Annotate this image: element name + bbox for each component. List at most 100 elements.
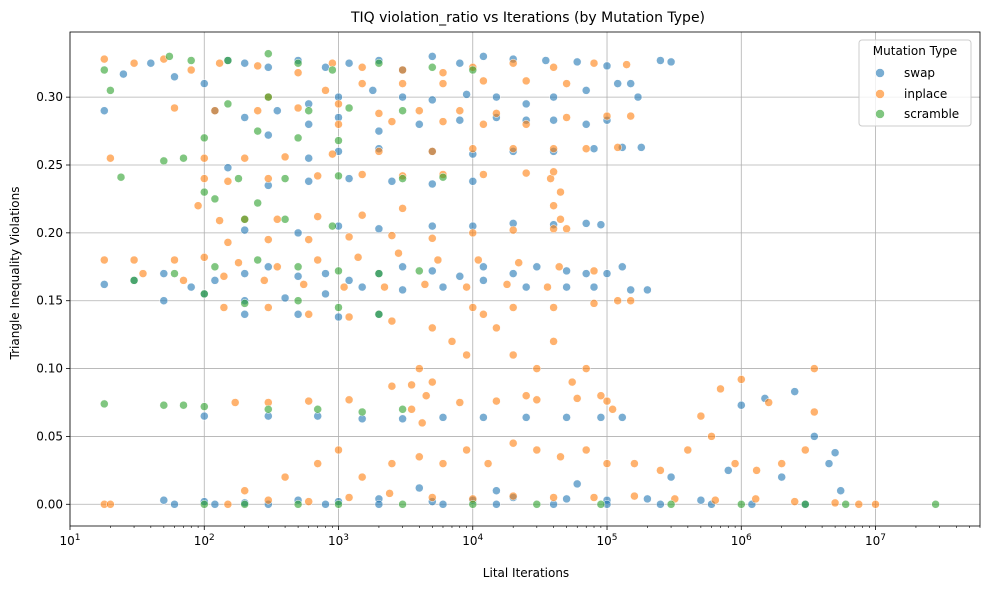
swap-point xyxy=(479,413,488,422)
inplace-point xyxy=(810,407,819,417)
inplace-point xyxy=(387,117,397,126)
inplace-point xyxy=(492,109,501,118)
swap-point xyxy=(398,414,407,424)
swap-point xyxy=(428,95,437,105)
legend-title: Mutation Type xyxy=(873,44,957,58)
inplace-point xyxy=(428,323,437,333)
inplace-point xyxy=(581,445,591,455)
scramble-point xyxy=(334,303,343,312)
inplace-point xyxy=(273,215,282,224)
inplace-point xyxy=(630,459,639,468)
inplace-point xyxy=(622,60,631,69)
inplace-point xyxy=(138,269,148,278)
scramble-point xyxy=(293,262,303,272)
scramble-point xyxy=(398,500,407,509)
scramble-point xyxy=(200,187,209,197)
inplace-point xyxy=(830,498,840,508)
inplace-point xyxy=(280,152,290,162)
inplace-point xyxy=(854,500,864,509)
scramble-point xyxy=(264,405,273,414)
swap-point xyxy=(438,282,448,292)
inplace-point xyxy=(421,391,431,400)
swap-point xyxy=(549,115,558,125)
inplace-point xyxy=(532,395,542,405)
scramble-point xyxy=(200,500,209,509)
swap-point xyxy=(374,500,384,509)
swap-point xyxy=(643,494,652,504)
inplace-point xyxy=(304,310,313,319)
scramble-point xyxy=(240,299,249,308)
inplace-point xyxy=(200,153,209,163)
swap-point xyxy=(170,500,179,509)
inplace-point xyxy=(106,500,115,509)
inplace-point xyxy=(264,495,273,505)
inplace-point xyxy=(556,215,565,224)
swap-point xyxy=(581,120,591,129)
inplace-point xyxy=(223,500,233,509)
scramble-point xyxy=(165,52,174,61)
inplace-point xyxy=(417,418,427,428)
inplace-point xyxy=(293,103,303,113)
swap-point xyxy=(304,177,313,186)
swap-point xyxy=(836,486,845,495)
swap-point xyxy=(200,411,209,421)
x-tick-label: 104 xyxy=(462,533,483,548)
inplace-point xyxy=(462,282,471,292)
legend: Mutation Type swap inplace scramble xyxy=(858,39,972,127)
swap-point xyxy=(186,282,196,292)
x-tick-exponent: 6 xyxy=(746,533,752,543)
inplace-point xyxy=(380,282,389,292)
inplace-point xyxy=(219,272,229,281)
inplace-point xyxy=(428,234,437,243)
swap-point xyxy=(428,221,437,231)
x-axis: 101 102 103 104 105 106 107 xyxy=(59,526,981,548)
inplace-point xyxy=(398,204,407,213)
scramble-point xyxy=(428,63,437,72)
scramble-point xyxy=(532,500,542,509)
inplace-point xyxy=(398,79,407,88)
inplace-point xyxy=(683,445,693,455)
inplace-point xyxy=(428,493,437,502)
inplace-point xyxy=(549,337,558,346)
inplace-point xyxy=(407,380,416,390)
inplace-point xyxy=(514,258,523,267)
scramble-point xyxy=(328,65,337,75)
swap-point xyxy=(304,153,313,163)
inplace-point xyxy=(339,282,349,292)
swap-point xyxy=(438,500,448,509)
inplace-point xyxy=(589,493,599,502)
scramble-point xyxy=(210,262,220,272)
swap-point xyxy=(492,486,501,495)
y-axis-label: Triangle Inequality Violations xyxy=(8,187,22,361)
inplace-point xyxy=(532,445,542,455)
swap-point xyxy=(321,289,330,299)
swap-point xyxy=(737,400,746,410)
swap-point xyxy=(666,57,676,67)
inplace-point xyxy=(334,120,343,129)
inplace-point xyxy=(280,472,290,482)
swap-point xyxy=(521,413,531,422)
x-tick-label: 106 xyxy=(731,533,752,548)
legend-marker-inplace xyxy=(875,89,885,99)
inplace-point xyxy=(264,303,273,312)
inplace-point xyxy=(626,111,635,121)
scramble-point xyxy=(159,156,169,166)
scramble-point xyxy=(304,106,313,115)
plot-frame xyxy=(69,31,981,527)
swap-point xyxy=(321,500,330,509)
scramble-point xyxy=(801,500,810,509)
inplace-point xyxy=(415,106,424,115)
inplace-point xyxy=(656,466,665,475)
inplace-point xyxy=(468,144,478,153)
inplace-point xyxy=(240,153,249,163)
inplace-point xyxy=(455,398,465,407)
inplace-point xyxy=(353,253,363,262)
x-tick-base: 10 xyxy=(731,534,746,548)
swap-point xyxy=(532,262,542,272)
inplace-point xyxy=(455,106,465,115)
swap-point xyxy=(159,269,169,278)
y-tick-label: 0.25 xyxy=(36,158,63,172)
x-tick-base: 10 xyxy=(328,534,343,548)
swap-point xyxy=(240,269,249,278)
inplace-point xyxy=(567,377,577,387)
